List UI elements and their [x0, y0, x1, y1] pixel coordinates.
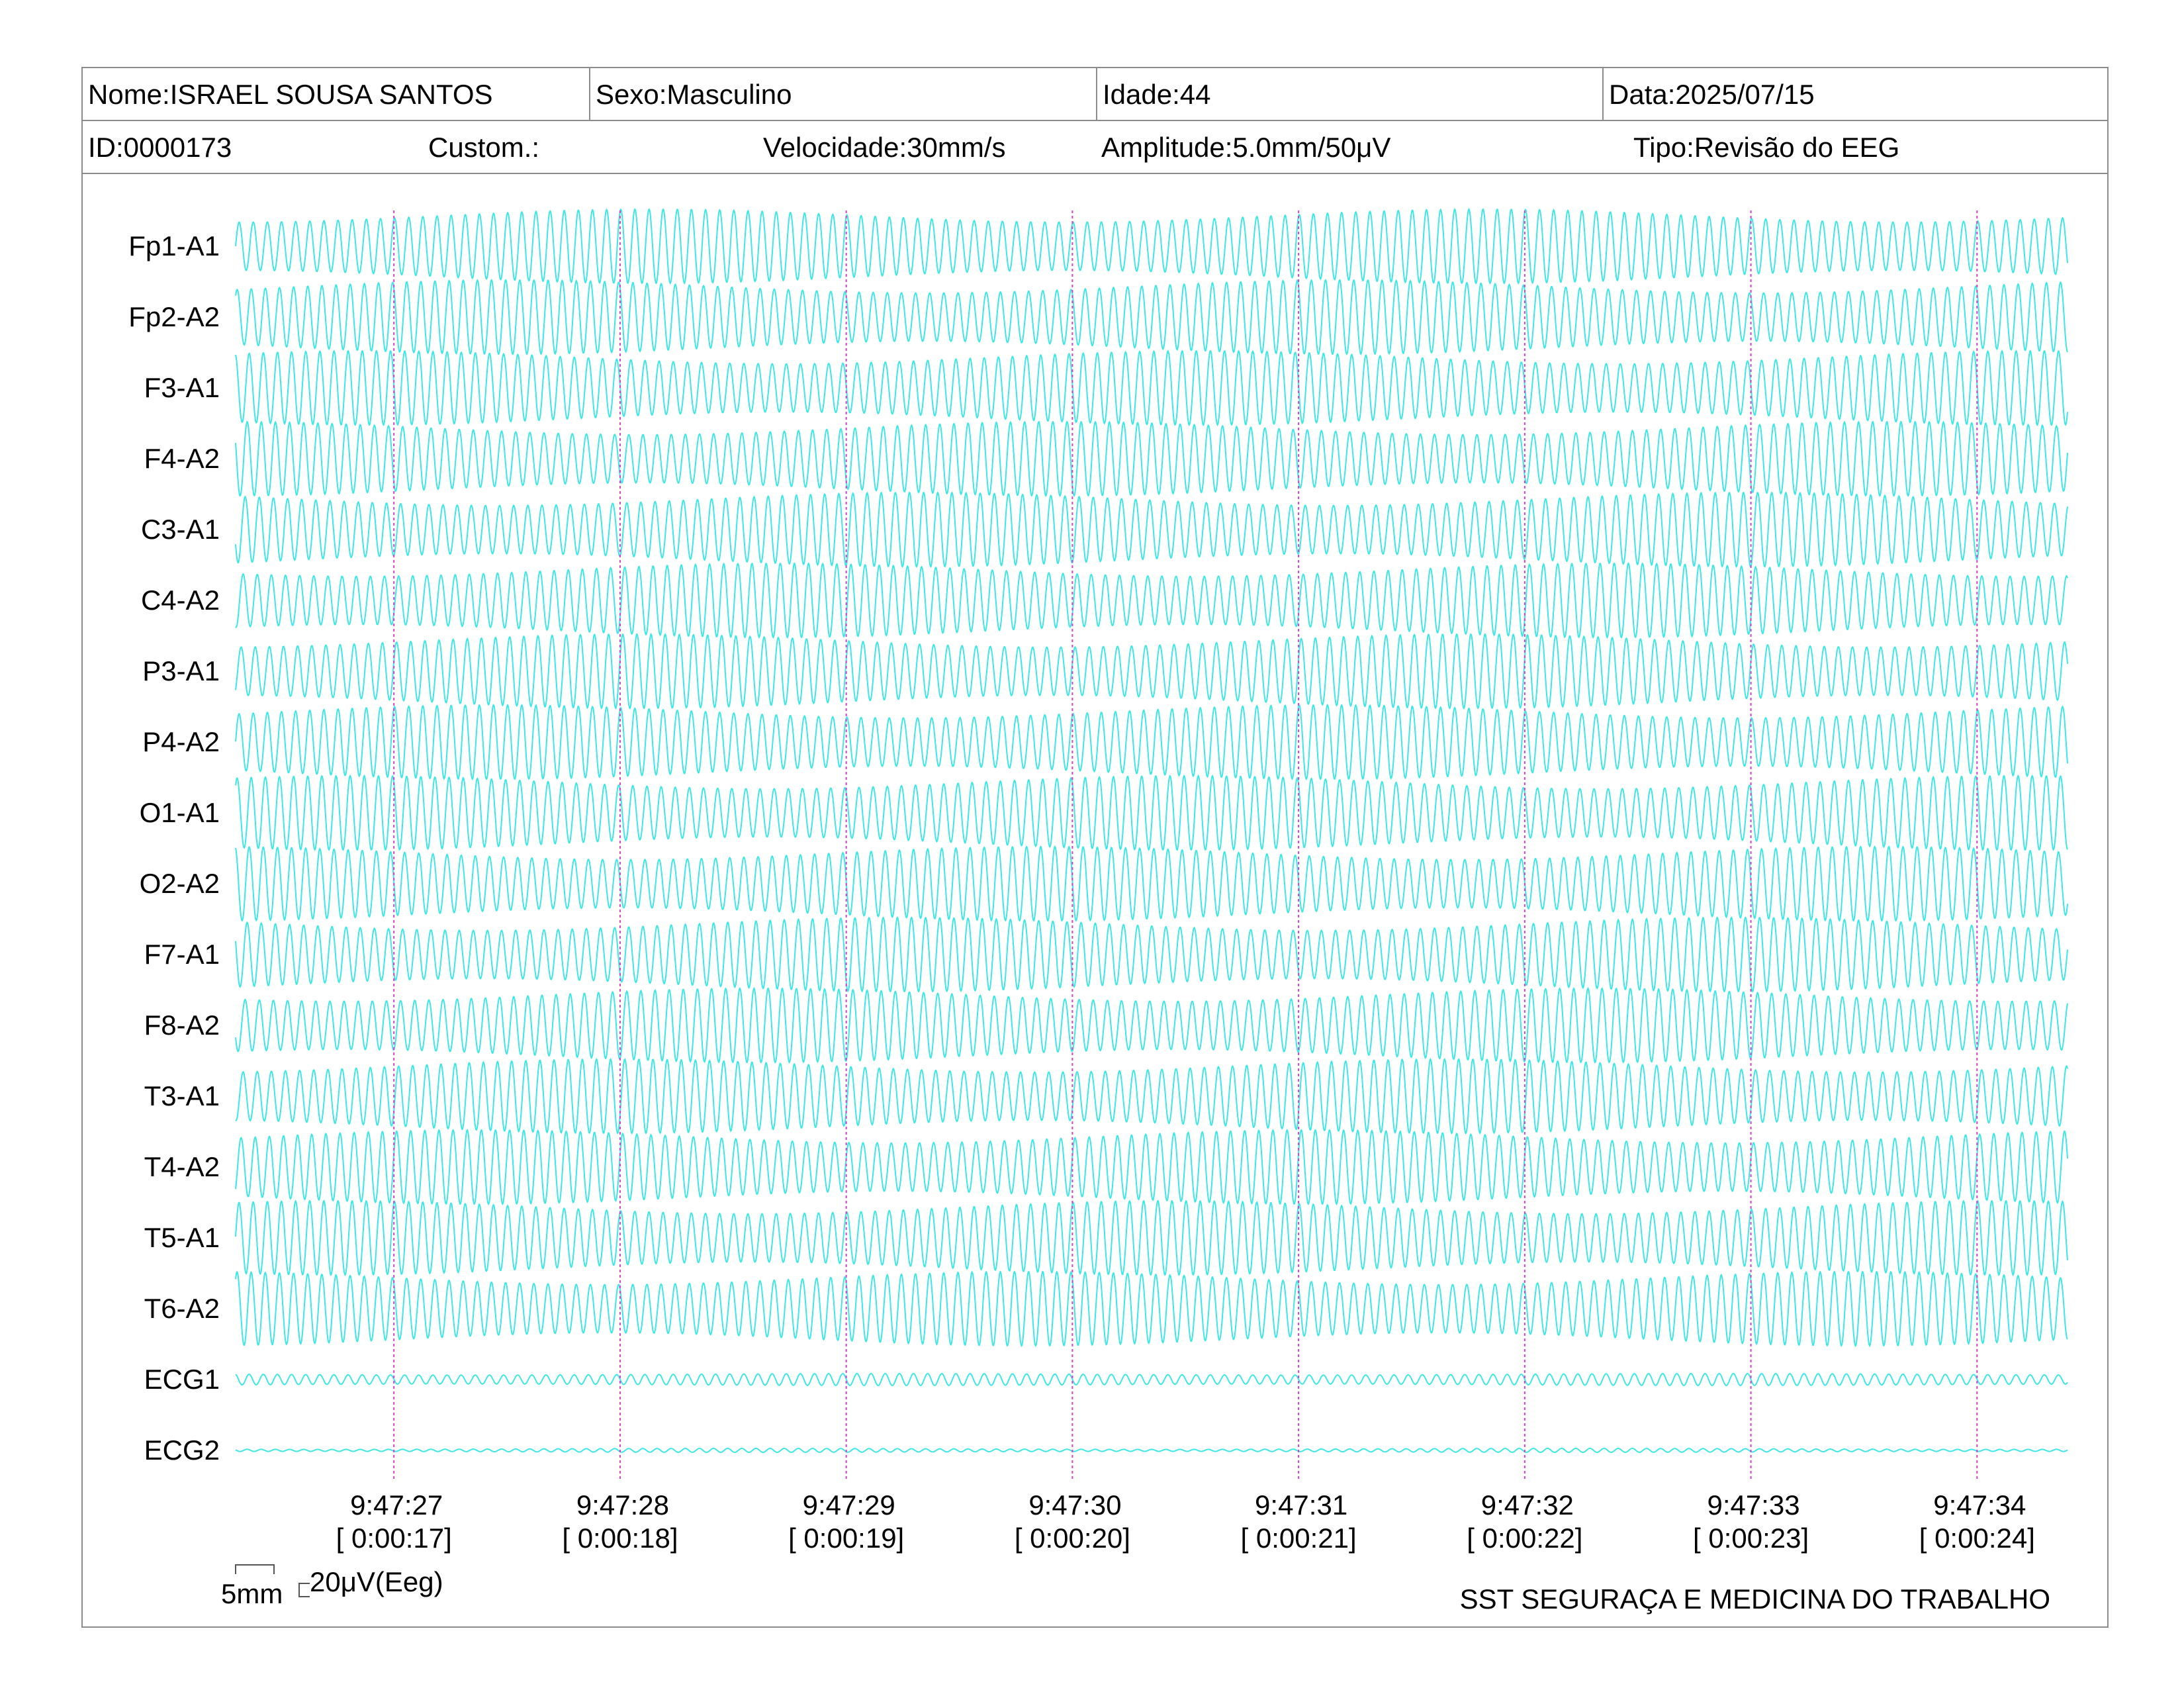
- time-scale-bracket: [235, 1564, 275, 1574]
- channel-label-ecg1: ECG1: [144, 1364, 220, 1395]
- time-tick-label: 9:47:31: [1255, 1489, 1347, 1521]
- trace-ecg2: [235, 1447, 2068, 1454]
- trace-f3-a1: [235, 350, 2068, 426]
- header-row-1: Nome:ISRAEL SOUSA SANTOS Sexo:Masculino …: [83, 68, 2107, 121]
- elapsed-tick-label: [ 0:00:19]: [788, 1523, 904, 1554]
- exam-date: Data:2025/07/15: [1602, 68, 1815, 120]
- trace-f4-a2: [235, 420, 2068, 497]
- trace-o2-a2: [235, 845, 2068, 922]
- elapsed-tick-label: [ 0:00:23]: [1693, 1523, 1809, 1554]
- elapsed-tick-label: [ 0:00:24]: [1919, 1523, 2035, 1554]
- channel-label-t6-a2: T6-A2: [144, 1293, 220, 1324]
- amplitude-field: Amplitude:5.0mm/50μV: [1101, 132, 1391, 163]
- time-tick-label: 9:47:29: [803, 1489, 895, 1521]
- trace-t4-a2: [235, 1129, 2068, 1205]
- elapsed-tick-label: [ 0:00:22]: [1467, 1523, 1582, 1554]
- channel-label-c4-a2: C4-A2: [141, 585, 220, 616]
- channel-label-p4-a2: P4-A2: [142, 726, 220, 757]
- time-tick-label: 9:47:30: [1028, 1489, 1121, 1521]
- time-tick-label: 9:47:33: [1707, 1489, 1800, 1521]
- time-tick-layer: 9:47:27[ 0:00:17] 9:47:28[ 0:00:18] 9:47:2…: [336, 1489, 2035, 1554]
- elapsed-tick-label: [ 0:00:20]: [1015, 1523, 1130, 1554]
- channel-label-fp2-a2: Fp2-A2: [128, 301, 220, 332]
- channel-label-f8-a2: F8-A2: [144, 1009, 220, 1041]
- channel-label-f4-a2: F4-A2: [144, 443, 220, 474]
- type-field: Tipo:Revisão do EEG: [1633, 132, 1900, 163]
- channel-label-t5-a1: T5-A1: [144, 1222, 220, 1253]
- trace-t3-a1: [235, 1057, 2068, 1135]
- custom-field: Custom.:: [428, 132, 540, 163]
- trace-p3-a1: [235, 633, 2068, 710]
- trace-f8-a2: [235, 986, 2068, 1064]
- channel-label-layer: Fp1-A1 Fp2-A2 F3-A1 F4-A2 C3-A1 C4-A2 P3-A1 P4-…: [128, 230, 220, 1466]
- trace-t6-a2: [235, 1270, 2068, 1348]
- speed-field: Velocidade:30mm/s: [763, 132, 1006, 163]
- trace-layer: [235, 208, 2068, 1454]
- channel-label-t3-a1: T3-A1: [144, 1080, 220, 1111]
- trace-fp2-a2: [235, 279, 2068, 355]
- trace-f7-a1: [235, 916, 2068, 993]
- patient-id: ID:0000173: [88, 132, 232, 163]
- time-tick-label: 9:47:28: [576, 1489, 669, 1521]
- channel-label-fp1-a1: Fp1-A1: [128, 230, 220, 261]
- scale-bar: 5mm 20μV(Eeg): [221, 1564, 443, 1609]
- footer-company: SST SEGURAÇA E MEDICINA DO TRABALHO: [1460, 1583, 2050, 1615]
- trace-c4-a2: [235, 562, 2068, 639]
- patient-name: Nome:ISRAEL SOUSA SANTOS: [88, 79, 493, 110]
- channel-label-t4-a2: T4-A2: [144, 1151, 220, 1182]
- trace-ecg1: [235, 1372, 2068, 1387]
- amp-scale-label: 20μV(Eeg): [310, 1566, 443, 1597]
- patient-sex: Sexo:Masculino: [589, 68, 792, 120]
- channel-label-f3-a1: F3-A1: [144, 372, 220, 403]
- channel-label-p3-a1: P3-A1: [142, 655, 220, 686]
- channel-label-o1-a1: O1-A1: [140, 797, 220, 828]
- channel-label-ecg2: ECG2: [144, 1434, 220, 1466]
- time-tick-label: 9:47:32: [1481, 1489, 1574, 1521]
- elapsed-tick-label: [ 0:00:21]: [1241, 1523, 1357, 1554]
- trace-p4-a2: [235, 704, 2068, 780]
- channel-label-o2-a2: O2-A2: [140, 868, 220, 899]
- time-tick-label: 9:47:27: [350, 1489, 443, 1521]
- patient-age: Idade:44: [1096, 68, 1211, 120]
- report-frame: Nome:ISRAEL SOUSA SANTOS Sexo:Masculino …: [81, 67, 2109, 1628]
- trace-o1-a1: [235, 774, 2068, 851]
- trace-t5-a1: [235, 1199, 2068, 1277]
- trace-fp1-a1: [235, 208, 2068, 285]
- channel-label-c3-a1: C3-A1: [141, 514, 220, 545]
- channel-label-f7-a1: F7-A1: [144, 939, 220, 970]
- elapsed-tick-label: [ 0:00:17]: [336, 1523, 452, 1554]
- elapsed-tick-label: [ 0:00:18]: [562, 1523, 678, 1554]
- header-row-2: ID:0000173 Custom.: Velocidade:30mm/s Am…: [83, 121, 2107, 174]
- amp-scale-bracket: [298, 1583, 310, 1597]
- trace-c3-a1: [235, 491, 2068, 568]
- time-tick-label: 9:47:34: [1933, 1489, 2026, 1521]
- time-scale-label: 5mm: [221, 1578, 283, 1609]
